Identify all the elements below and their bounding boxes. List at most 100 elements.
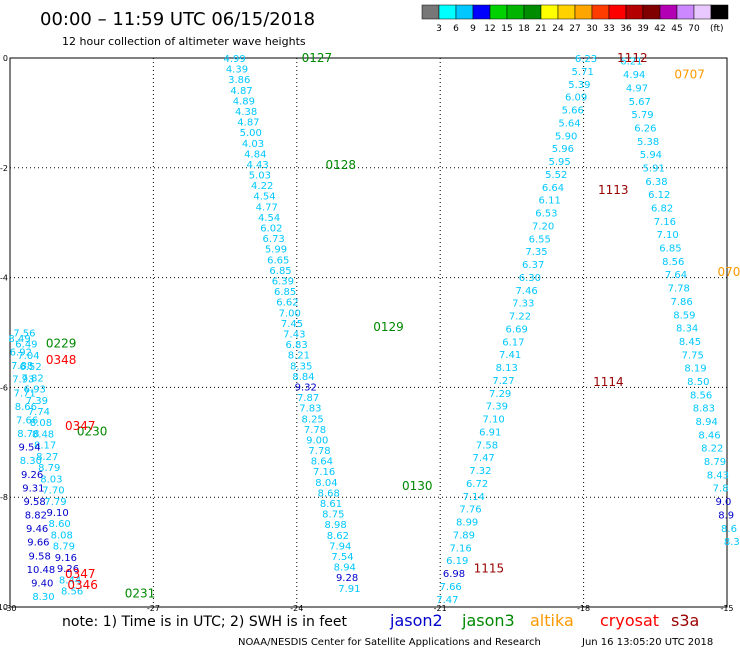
- wave-height-value: 6.11: [539, 196, 561, 207]
- wave-height-value: 7.87: [297, 393, 319, 404]
- wave-height-value: 7.04: [17, 351, 39, 362]
- color-scale-tick: 18: [518, 24, 530, 34]
- color-scale-tick: 21: [535, 24, 546, 34]
- wave-height-value: 5.91: [643, 163, 665, 174]
- wave-height-value: 7.22: [509, 312, 531, 323]
- wave-height-value: 7.47: [436, 595, 458, 606]
- color-scale-tick: 39: [637, 24, 649, 34]
- wave-height-value: 8.83: [693, 404, 715, 415]
- wave-height-value: 7.29: [489, 389, 511, 400]
- wave-height-value: 7.91: [338, 584, 360, 595]
- y-tick-label: -4: [0, 274, 8, 283]
- wave-height-value: 8.64: [311, 457, 333, 468]
- satellite-legend: jason2 jason3 altika cryosat s3a: [389, 611, 699, 630]
- wave-height-value: 6.82: [651, 204, 673, 215]
- color-scale-tick: 36: [620, 24, 632, 34]
- wave-height-value: 8.45: [679, 337, 701, 348]
- wave-height-value: 6.55: [529, 234, 551, 245]
- wave-height-value: 7.35: [525, 247, 547, 258]
- color-scale-tick: 70: [688, 24, 700, 34]
- wave-height-value: 9.40: [31, 578, 53, 589]
- wave-height-value: 6.98: [443, 569, 465, 580]
- wave-height-value: 8.44: [59, 575, 81, 586]
- wave-height-value: 7.88: [11, 361, 33, 372]
- pass-time-label: 0128: [325, 158, 356, 172]
- wave-height-value: 4.43: [246, 160, 268, 171]
- wave-height-value: 6.65: [267, 255, 289, 266]
- wave-height-value: 4.99: [224, 54, 246, 65]
- color-scale-swatch: [489, 4, 508, 20]
- x-tick-label: -18: [577, 604, 590, 613]
- wave-height-value: 7.70: [42, 486, 64, 497]
- wave-height-value: 8.13: [496, 363, 518, 374]
- color-scale-tick: 45: [671, 24, 682, 34]
- wave-height-value: 9.66: [27, 538, 49, 549]
- wave-height-value: 9.16: [55, 553, 77, 564]
- wave-height-value: 6.92: [10, 348, 32, 359]
- wave-height-value: 7.39: [26, 396, 48, 407]
- wave-height-value: 7.64: [665, 270, 687, 281]
- wave-height-value: 6.26: [634, 123, 656, 134]
- wave-height-value: 6.19: [446, 556, 468, 567]
- wave-height-value: 5.66: [562, 106, 584, 117]
- wave-height-value: 8.03: [40, 474, 62, 485]
- wave-height-value: 8.30: [20, 456, 42, 467]
- wave-height-value: 8.56: [662, 257, 684, 268]
- wave-height-value: 8.94: [696, 417, 718, 428]
- color-scale-swatch: [506, 4, 525, 20]
- wave-height-value: 7.78: [308, 446, 330, 457]
- wave-height-value: 8.56: [690, 390, 712, 401]
- wave-height-value: 4.97: [626, 83, 648, 94]
- wave-height-value: 6.85: [659, 244, 681, 255]
- chart-subtitle: 12 hour collection of altimeter wave hei…: [62, 35, 306, 48]
- wave-height-value: 6.73: [263, 234, 285, 245]
- wave-height-value: 8.25: [302, 414, 324, 425]
- wave-height-value: 7.43: [283, 329, 305, 340]
- wave-height-value: 7.33: [512, 299, 534, 310]
- wave-height-value: 7.41: [499, 350, 521, 361]
- color-scale-tick: 33: [603, 24, 614, 34]
- wave-height-value: 8.9: [718, 510, 734, 521]
- wave-height-value: 8.84: [292, 372, 314, 383]
- color-scale-swatch: [710, 4, 729, 20]
- wave-height-value: 9.10: [46, 508, 68, 519]
- wave-height-value: 7.74: [28, 407, 50, 418]
- wave-height-value: 8.82: [25, 511, 47, 522]
- wave-height-value: 7.10: [482, 415, 504, 426]
- y-tick-label: -8: [0, 493, 8, 502]
- wave-height-value: 4.39: [226, 65, 248, 76]
- wave-height-value: 6.17: [502, 337, 524, 348]
- color-scale-swatch: [574, 4, 593, 20]
- wave-height-value: 8.68: [318, 488, 340, 499]
- wave-height-value: 4.87: [237, 118, 259, 129]
- color-scale-swatch: [625, 4, 644, 20]
- wave-height-value: 9.46: [26, 524, 48, 535]
- wave-height-value: 5.52: [545, 170, 567, 181]
- wave-height-value: 7.27: [492, 376, 514, 387]
- wave-height-value: 4.89: [233, 96, 255, 107]
- y-tick-label: -10: [0, 603, 8, 612]
- wave-height-value: 7.86: [670, 297, 692, 308]
- wave-height-value: 5.79: [631, 110, 653, 121]
- chart-title: 00:00 – 11:59 UTC 06/15/2018: [40, 9, 315, 30]
- wave-height-value: 6.62: [276, 298, 298, 309]
- grid-lines: [9, 57, 728, 608]
- wave-height-value: 6.38: [645, 177, 667, 188]
- wave-height-value: 6.21: [620, 57, 642, 68]
- wave-height-value: 9.54: [18, 443, 40, 454]
- y-tick-label: -2: [0, 164, 8, 173]
- color-scale-tick: 3: [436, 24, 442, 34]
- wave-height-value: 9.32: [295, 382, 317, 393]
- wave-height-value: 7.82: [22, 373, 44, 384]
- pass-time-label: 1115: [474, 562, 505, 576]
- wave-height-value: 9.28: [336, 573, 358, 584]
- wave-height-value: 7.54: [331, 552, 353, 563]
- color-scale-swatch: [472, 4, 491, 20]
- wave-height-value: 8.43: [707, 470, 729, 481]
- wave-height-value: 6.85: [274, 287, 296, 298]
- color-scale-tick: 30: [586, 24, 598, 34]
- wave-height-value: 8.60: [49, 519, 71, 530]
- wave-height-value: 7.89: [453, 530, 475, 541]
- wave-height-value: 9.00: [306, 435, 328, 446]
